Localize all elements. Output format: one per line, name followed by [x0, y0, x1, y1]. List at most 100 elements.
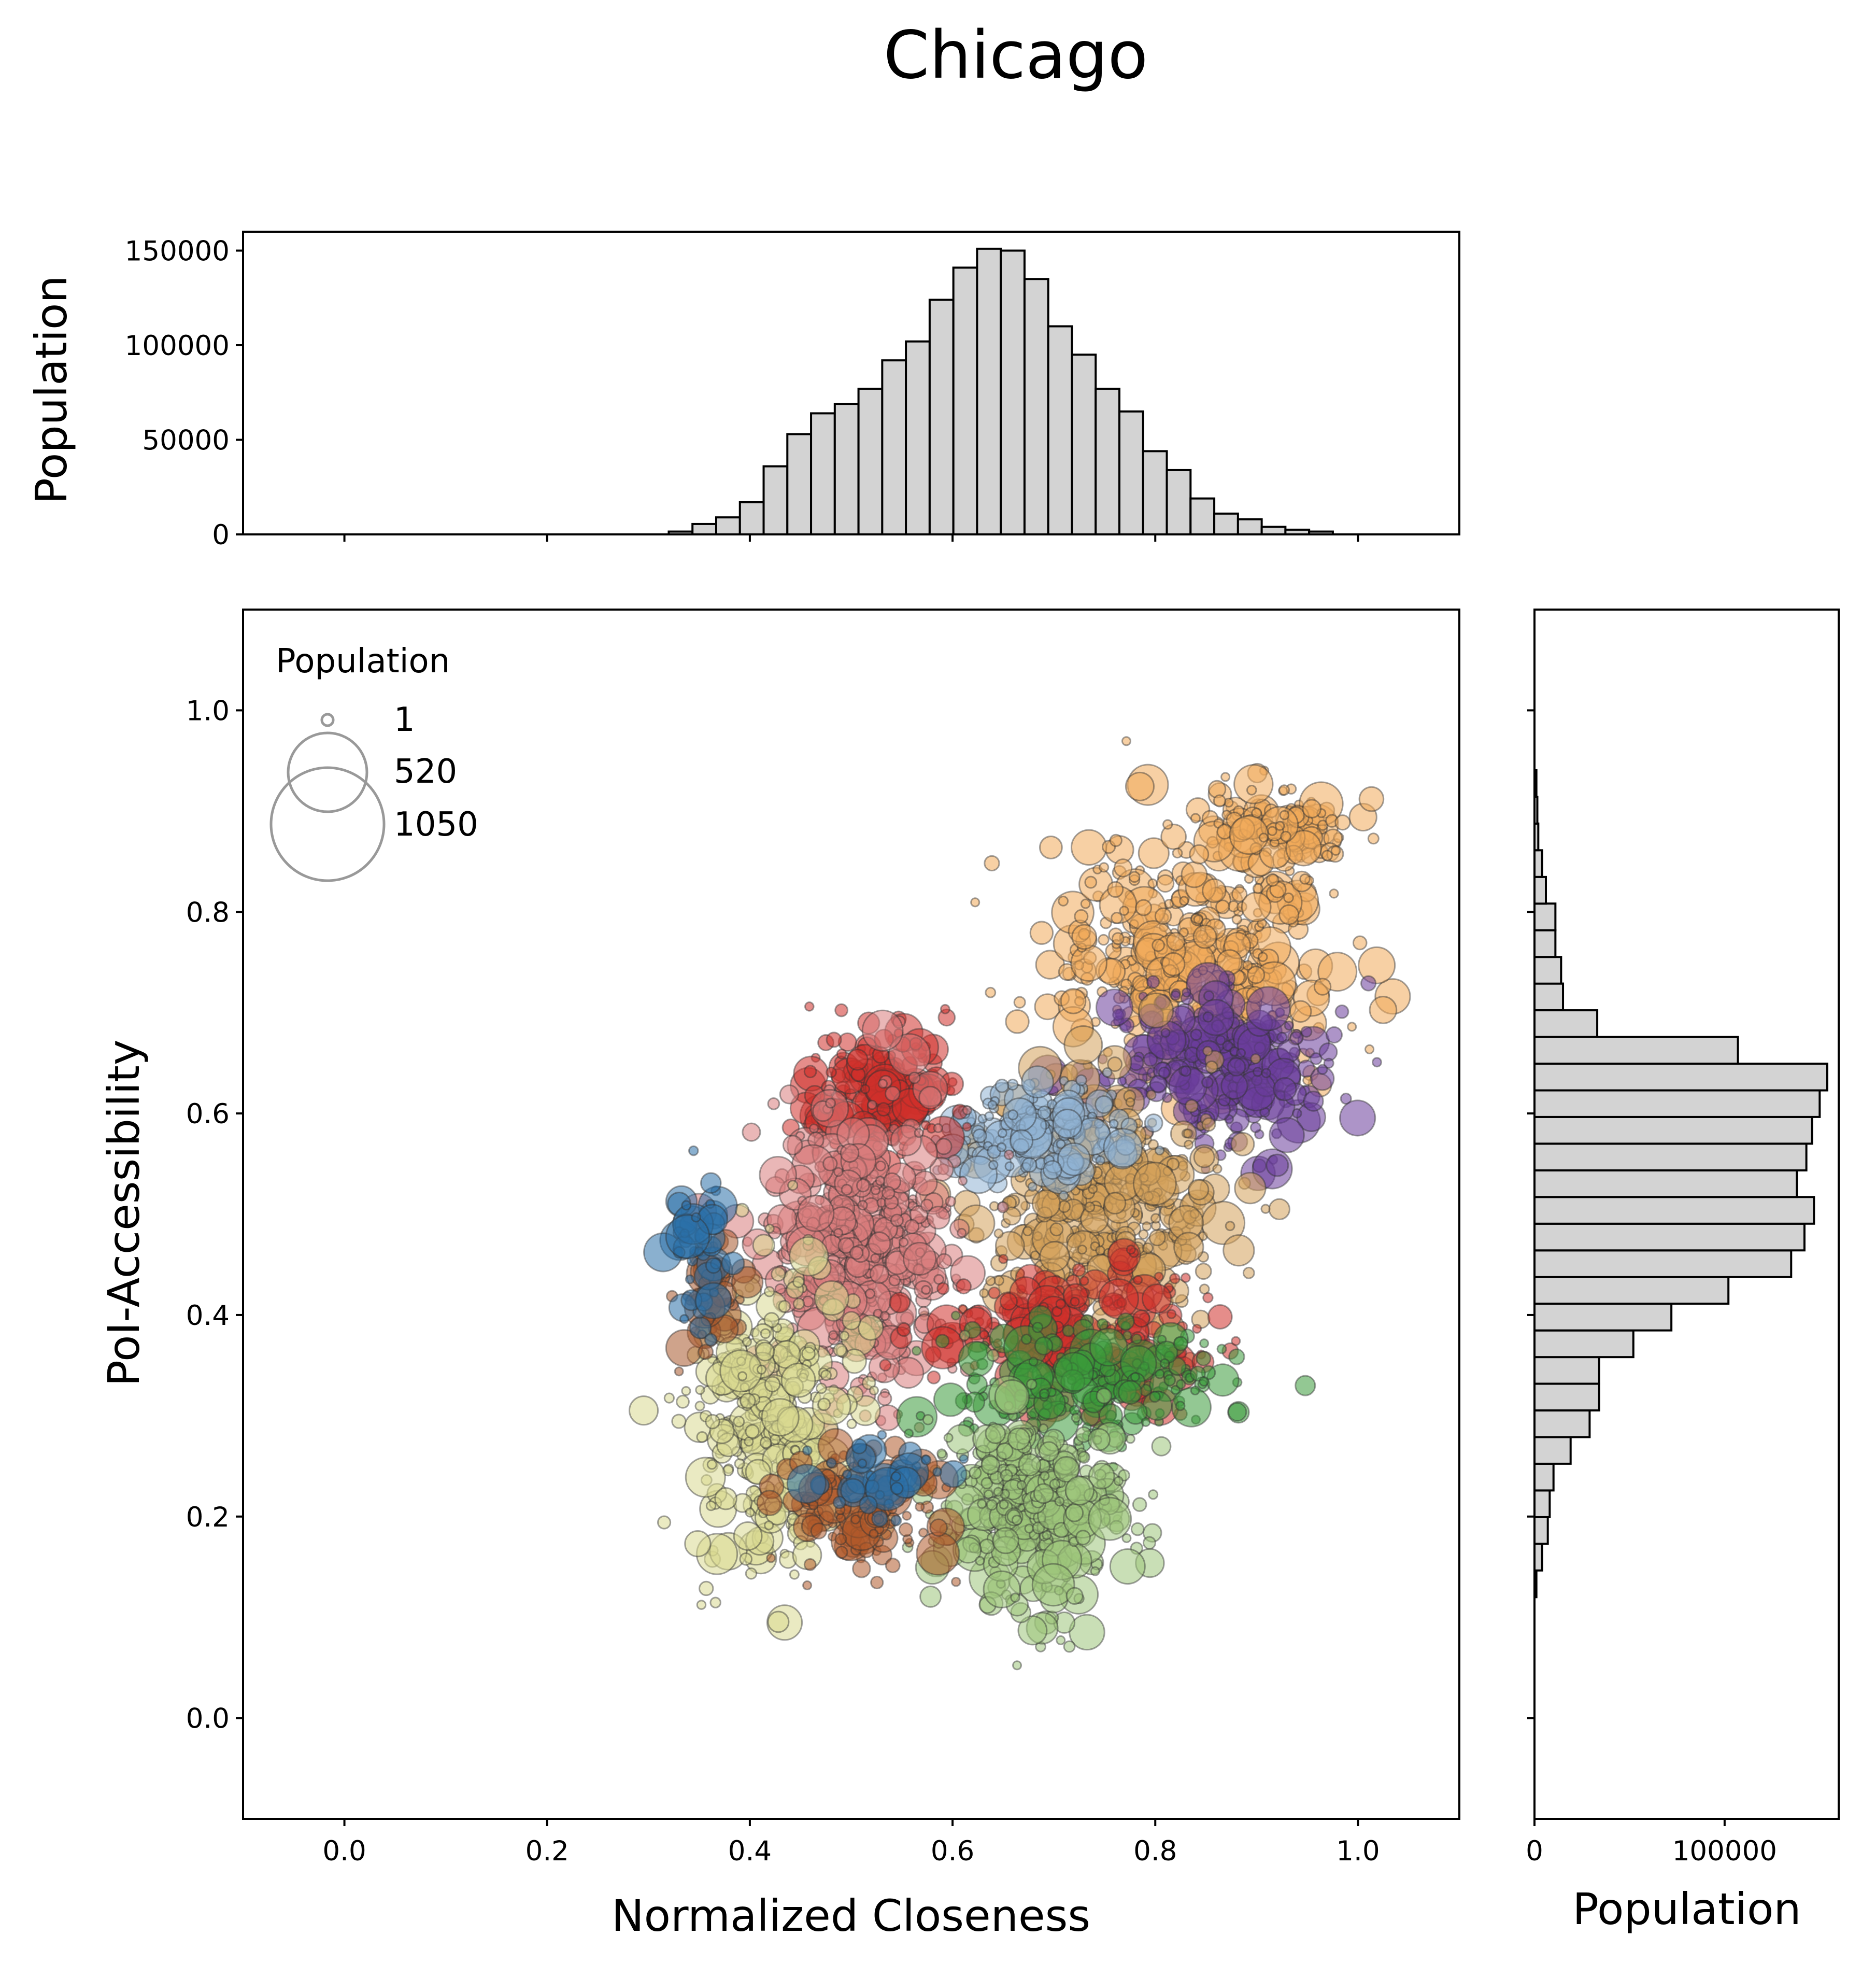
scatter-point [879, 1311, 890, 1321]
scatter-point [870, 1185, 880, 1195]
scatter-point [764, 1376, 781, 1393]
scatter-point [1250, 1053, 1261, 1065]
scatter-point [826, 1066, 837, 1078]
scatter-point [1358, 786, 1385, 812]
scatter-point [1183, 1128, 1193, 1139]
scatter-point [1220, 1072, 1248, 1100]
top-histogram-bar [905, 340, 931, 535]
scatter-point [1022, 1226, 1033, 1237]
scatter-point [868, 1231, 891, 1255]
scatter-point [1155, 1369, 1165, 1379]
scatter-point [920, 1454, 932, 1465]
scatter-point [1102, 1067, 1113, 1078]
scatter-point [1071, 924, 1098, 950]
scatter-point [1108, 1119, 1119, 1129]
scatter-point [869, 1529, 879, 1539]
scatter-point [1347, 1022, 1357, 1032]
scatter-point [1197, 999, 1235, 1036]
scatter-point [1130, 1522, 1145, 1536]
scatter-point [908, 1071, 921, 1084]
scatter-point [1095, 1155, 1105, 1166]
scatter-point [733, 1521, 763, 1551]
scatter-point [792, 1276, 805, 1288]
scatter-point [1352, 935, 1368, 951]
scatter-point [1146, 1090, 1157, 1100]
scatter-point [955, 1278, 972, 1295]
scatter-point [688, 1145, 699, 1156]
scatter-point [1077, 1451, 1090, 1464]
top-histogram-bar [1213, 512, 1239, 535]
scatter-point [1042, 1160, 1062, 1180]
right-histogram-bar [1533, 1409, 1591, 1438]
scatter-point [1173, 1232, 1204, 1263]
scatter-point [797, 1194, 835, 1232]
scatter-point [988, 1287, 1001, 1299]
scatter-point [1295, 1375, 1316, 1396]
scatter-point [985, 986, 997, 998]
scatter-point [836, 1048, 847, 1059]
scatter-point [825, 1097, 836, 1109]
scatter-point [926, 1206, 950, 1230]
scatter-point [1252, 883, 1263, 894]
top-histogram-bar [786, 433, 813, 535]
scatter-point [1109, 1548, 1146, 1585]
scatter-point [1012, 1660, 1022, 1671]
scatter-point [1323, 1057, 1334, 1069]
scatter-point [1156, 874, 1175, 893]
scatter-point [1257, 952, 1268, 962]
scatter-point [980, 1455, 1000, 1475]
scatter-point [832, 1495, 846, 1509]
scatter-point [1222, 1040, 1233, 1052]
scatter-point [1138, 837, 1170, 869]
scatter-point [1070, 829, 1107, 866]
scatter-point [1202, 1045, 1213, 1056]
scatter-point [764, 1223, 775, 1234]
scatter-point [876, 1102, 891, 1117]
right-histogram-bar [1533, 1009, 1599, 1038]
scatter-point [1283, 892, 1294, 903]
scatter-point [1242, 960, 1253, 971]
scatter-ytick-label: 0.8 [186, 897, 230, 928]
scatter-point [1148, 1229, 1166, 1247]
right-histogram-bar [1533, 1329, 1635, 1359]
scatter-point [1187, 1179, 1210, 1200]
scatter-point [1065, 1587, 1084, 1605]
top-histogram-bar [715, 516, 741, 536]
scatter-point [970, 897, 980, 908]
scatter-point [1163, 1374, 1176, 1387]
scatter-point [1021, 1157, 1038, 1173]
scatter-point [1049, 1222, 1064, 1237]
scatter-point [1095, 1095, 1114, 1114]
scatter-point [766, 1553, 776, 1563]
scatter-point [699, 1580, 714, 1596]
scatter-point [1142, 1242, 1154, 1254]
scatter-point [1231, 886, 1248, 902]
scatter-point [834, 1003, 848, 1018]
right-histogram-bar [1533, 1436, 1572, 1465]
scatter-point [700, 1172, 722, 1194]
scatter-point [1152, 938, 1165, 952]
scatter-point [1227, 1057, 1246, 1077]
scatter-point [835, 1546, 848, 1559]
scatter-point [846, 1418, 857, 1430]
scatter-point [1317, 1064, 1328, 1075]
scatter-point [914, 1128, 924, 1138]
scatter-point [977, 1499, 987, 1509]
scatter-point [814, 1280, 849, 1316]
scatter-point [903, 1241, 937, 1276]
scatter-point [1058, 895, 1069, 907]
scatter-point [898, 1522, 914, 1537]
scatter-point [1202, 878, 1227, 903]
scatter-point [1125, 1097, 1135, 1107]
scatter-point [802, 1445, 813, 1456]
scatter-point [898, 1237, 909, 1248]
scatter-point [1090, 1566, 1100, 1576]
scatter-xtick-label: 0.8 [1133, 1835, 1177, 1867]
scatter-point [1039, 836, 1063, 859]
scatter-plot: 0.0 0.2 0.4 0.6 0.8 1.0 0.0 0.2 0.4 0.6 0.8 1.0 Nor… [98, 609, 1460, 1941]
scatter-point [771, 1266, 786, 1282]
scatter-point [979, 1538, 995, 1555]
scatter-point [1216, 1344, 1227, 1354]
scatter-point [685, 1274, 695, 1284]
scatter-point [761, 1398, 800, 1437]
